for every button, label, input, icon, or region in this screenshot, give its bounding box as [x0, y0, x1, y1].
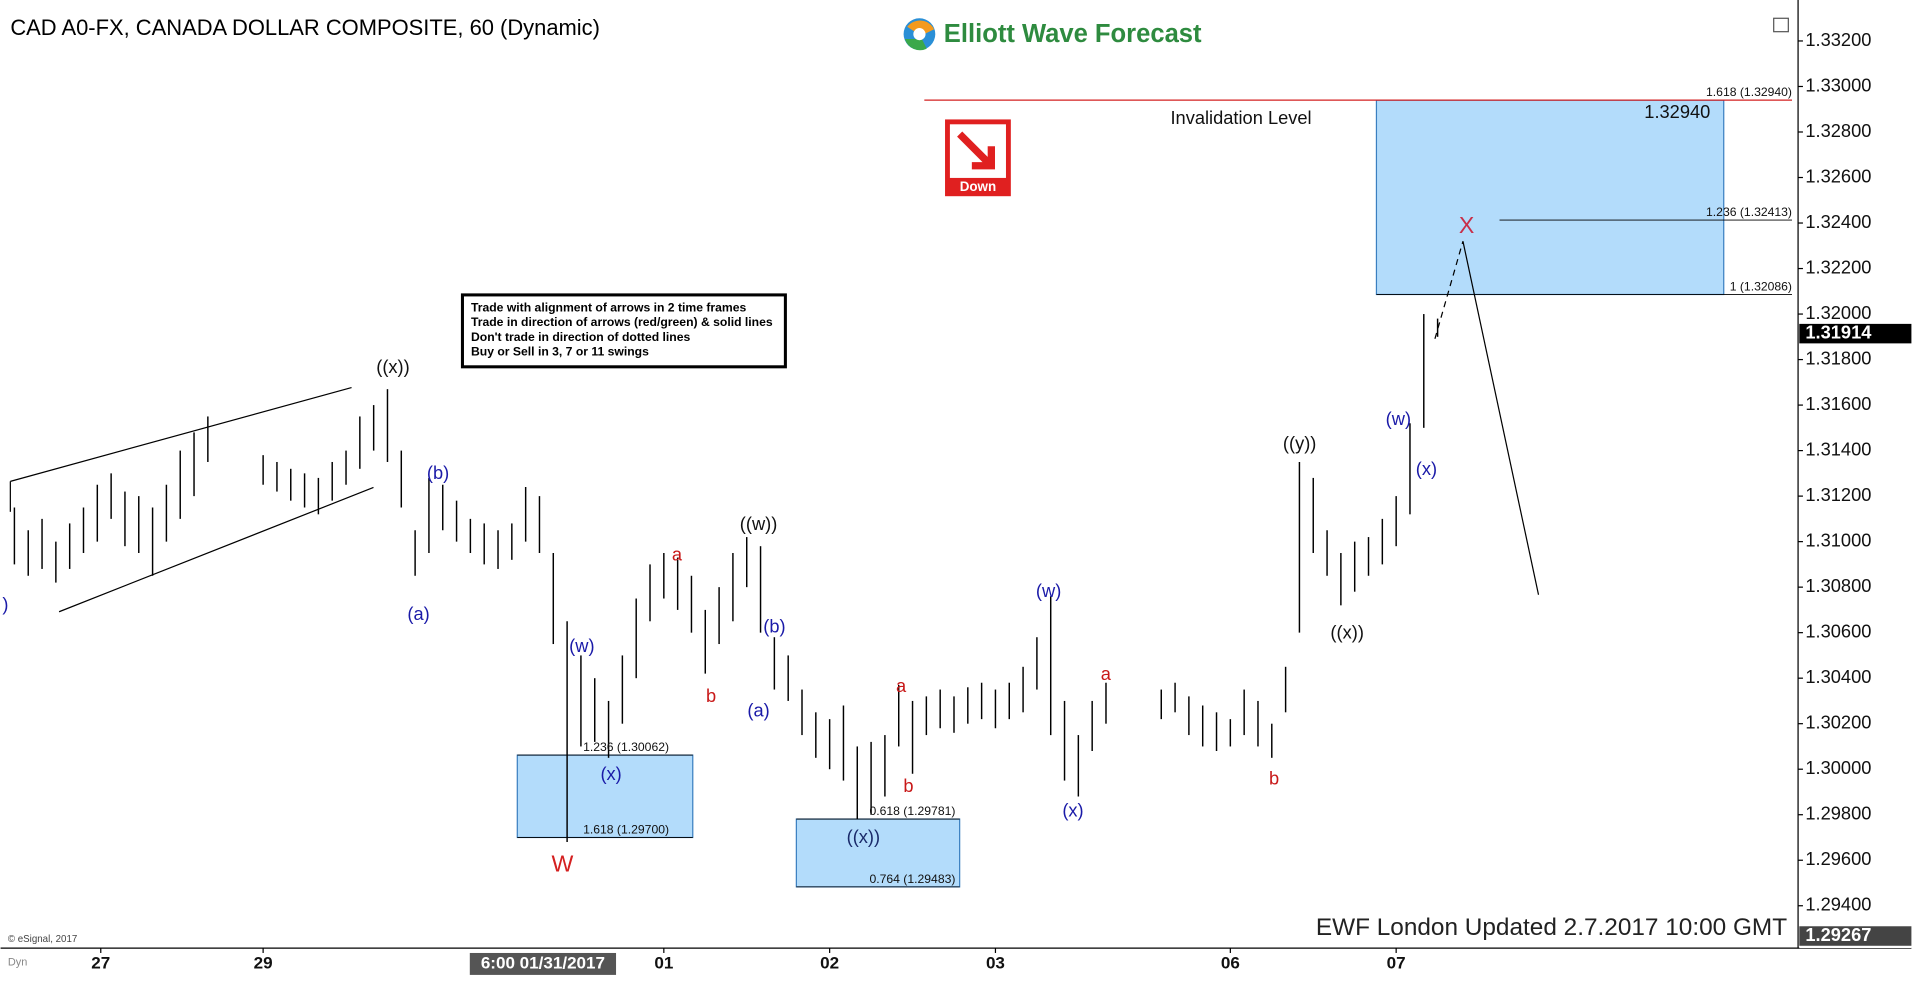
wave-label: (w) [569, 635, 594, 656]
low-price-box [1799, 926, 1912, 946]
invalidation-text: Invalidation Level [1170, 107, 1311, 128]
wave-label: (w) [1386, 408, 1411, 429]
wave-label: (x) [600, 763, 621, 784]
last-price-box [1799, 323, 1912, 344]
trend-line [58, 486, 374, 613]
wave-label: (b) [763, 615, 785, 636]
wave-label: (w) [1036, 580, 1061, 601]
wave-label: (x) [1416, 458, 1437, 479]
wave-label: X [1459, 212, 1474, 238]
logo-icon [904, 38, 927, 51]
fib-zone [516, 754, 694, 839]
copyright: © eSignal, 2017 [8, 934, 77, 945]
wave-label: (a) [407, 603, 429, 624]
rule: Trade with alignment of arrows in 2 time… [471, 301, 747, 315]
fib-label: 1.236 (1.30062) [583, 740, 669, 754]
y-tick-label: 1.29800 [1805, 803, 1871, 824]
y-tick-label: 1.33200 [1805, 29, 1871, 50]
wave-label: b [706, 685, 716, 706]
projection-line [1434, 241, 1464, 339]
signal-label: Down [960, 179, 996, 194]
rule: Buy or Sell in 3, 7 or 11 swings [471, 344, 649, 358]
y-tick-label: 1.32600 [1805, 165, 1871, 186]
y-tick-label: 1.32800 [1805, 120, 1871, 141]
logo-icon [913, 28, 926, 41]
fib-label: 1.236 (1.32413) [1706, 205, 1792, 219]
y-tick-label: 1.30800 [1805, 575, 1871, 596]
y-tick-label: 1.31600 [1805, 393, 1871, 414]
wave-label: ((y)) [1283, 433, 1316, 454]
y-tick-label: 1.29400 [1805, 894, 1871, 915]
x-cursor-box [469, 952, 617, 975]
y-tick-label: 1.31200 [1805, 484, 1871, 505]
x-tick-label: 07 [1387, 953, 1406, 972]
y-tick-label: 1.32200 [1805, 256, 1871, 277]
trend-line [10, 386, 352, 482]
wave-label: (b) [427, 462, 449, 483]
x-tick-label: 06 [1221, 953, 1240, 972]
y-tick-label: 1.30000 [1805, 757, 1871, 778]
wave-label: (x) [1062, 799, 1083, 820]
y-tick-label: 1.31800 [1805, 347, 1871, 368]
x-cursor-label: 6:00 01/31/2017 [481, 953, 605, 972]
fib-label: 0.764 (1.29483) [869, 872, 955, 886]
wave-label: ((x)) [847, 826, 880, 847]
wave-label: ((x)) [1330, 622, 1363, 643]
y-tick-label: 1.32000 [1805, 302, 1871, 323]
y-tick-label: 1.30400 [1805, 666, 1871, 687]
wave-label: ((w)) [740, 513, 778, 534]
y-tick-label: 1.31000 [1805, 529, 1871, 550]
corner-label: Dyn [8, 957, 27, 969]
rules-box [460, 293, 787, 369]
fib-label: 1.618 (1.32940) [1706, 85, 1792, 99]
signal-icon: Down [945, 119, 1011, 197]
wave-label: ) [2, 593, 8, 614]
wave-label: b [903, 775, 913, 796]
x-tick-label: 27 [91, 953, 110, 972]
low-price: 1.29267 [1805, 924, 1871, 945]
x-tick-label: 02 [820, 953, 839, 972]
x-tick-label: 03 [986, 953, 1005, 972]
wave-label: a [896, 675, 907, 696]
wave-label: a [1101, 663, 1112, 684]
y-tick-label: 1.33000 [1805, 74, 1871, 95]
rule: Trade in direction of arrows (red/green)… [471, 315, 773, 329]
y-tick-label: 1.30200 [1805, 712, 1871, 733]
fib-label: 0.618 (1.29781) [869, 804, 955, 818]
chart-title: CAD A0-FX, CANADA DOLLAR COMPOSITE, 60 (… [10, 15, 600, 40]
wave-label: W [551, 850, 573, 876]
y-tick-label: 1.31400 [1805, 438, 1871, 459]
y-tick-label: 1.30600 [1805, 620, 1871, 641]
wave-label: a [672, 544, 683, 565]
fib-label: 1.618 (1.29700) [583, 822, 669, 836]
logo-icon [907, 20, 935, 35]
brand: Elliott Wave Forecast [944, 20, 1202, 48]
rule: Don't trade in direction of dotted lines [471, 330, 691, 344]
x-tick-label: 29 [254, 953, 273, 972]
fib-zone [1375, 99, 1725, 296]
fib-label: 1 (1.32086) [1730, 279, 1792, 293]
wave-label: b [1269, 768, 1279, 789]
y-tick-label: 1.32400 [1805, 211, 1871, 232]
last-price: 1.31914 [1805, 321, 1872, 342]
signal-arrow [957, 131, 995, 170]
window-button[interactable] [1773, 17, 1789, 33]
x-tick-label: 01 [654, 953, 673, 972]
projection-line [1462, 241, 1540, 595]
y-tick-label: 1.29600 [1805, 848, 1871, 869]
axis-panel [1799, 0, 1912, 949]
invalidation-value: 1.32940 [1644, 101, 1710, 122]
wave-label: (a) [747, 700, 769, 721]
footer: EWF London Updated 2.7.2017 10:00 GMT [1316, 914, 1787, 941]
plot-area [13, 99, 1725, 888]
logo: Elliott Wave Forecast [903, 18, 1202, 51]
wave-label: ((x)) [376, 356, 409, 377]
